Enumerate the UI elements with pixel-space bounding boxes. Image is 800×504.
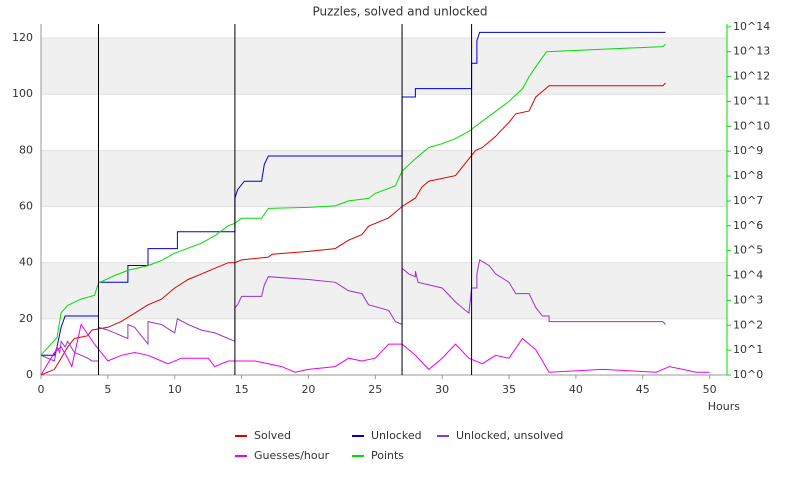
y2-tick-label: 10^0 [733,368,763,381]
x-tick-label: 15 [235,383,249,396]
y-tick-label: 60 [19,200,33,213]
series-line [40,82,666,376]
y2-tick-label: 10^9 [733,144,763,157]
y-tick-label: 0 [26,368,33,381]
x-tick-label: 5 [104,383,111,396]
y-tick-label: 20 [19,312,33,325]
legend-label: Unlocked [371,429,422,442]
x-tick-label: 35 [502,383,516,396]
grid-band [41,38,727,95]
x-tick-label: 40 [569,383,583,396]
y2-tick-label: 10^11 [733,94,770,107]
x-tick-label: 10 [168,383,182,396]
series-line [40,323,710,376]
y2-tick-label: 10^5 [733,244,763,257]
chart-title: Puzzles, solved and unlocked [312,5,487,19]
y2-tick-label: 10^14 [733,20,770,33]
x-tick-label: 0 [38,383,45,396]
y2-tick-label: 10^2 [733,318,763,331]
y2-tick-label: 10^4 [733,269,763,282]
legend-label: Points [371,449,404,462]
y-tick-label: 100 [12,87,33,100]
x-tick-label: 30 [435,383,449,396]
y2-tick-label: 10^10 [733,119,770,132]
y2-tick-label: 10^8 [733,169,763,182]
legend-label: Guesses/hour [254,449,330,462]
y2-tick-label: 10^12 [733,70,770,83]
y-tick-label: 40 [19,256,33,269]
y2-tick-label: 10^7 [733,194,763,207]
grid-band [41,262,727,319]
grid-band [41,150,727,207]
x-tick-label: 50 [703,383,717,396]
y2-tick-label: 10^1 [733,343,763,356]
y-tick-label: 80 [19,143,33,156]
y2-tick-label: 10^13 [733,45,770,58]
series-line [40,43,666,356]
legend-label: Unlocked, unsolved [456,429,563,442]
y2-tick-label: 10^6 [733,219,763,232]
x-tick-label: 25 [368,383,382,396]
legend-label: Solved [254,429,291,442]
x-axis-label: Hours [708,400,740,413]
y-tick-label: 120 [12,31,33,44]
x-tick-label: 20 [301,383,315,396]
y2-tick-label: 10^3 [733,293,763,306]
x-tick-label: 45 [636,383,650,396]
